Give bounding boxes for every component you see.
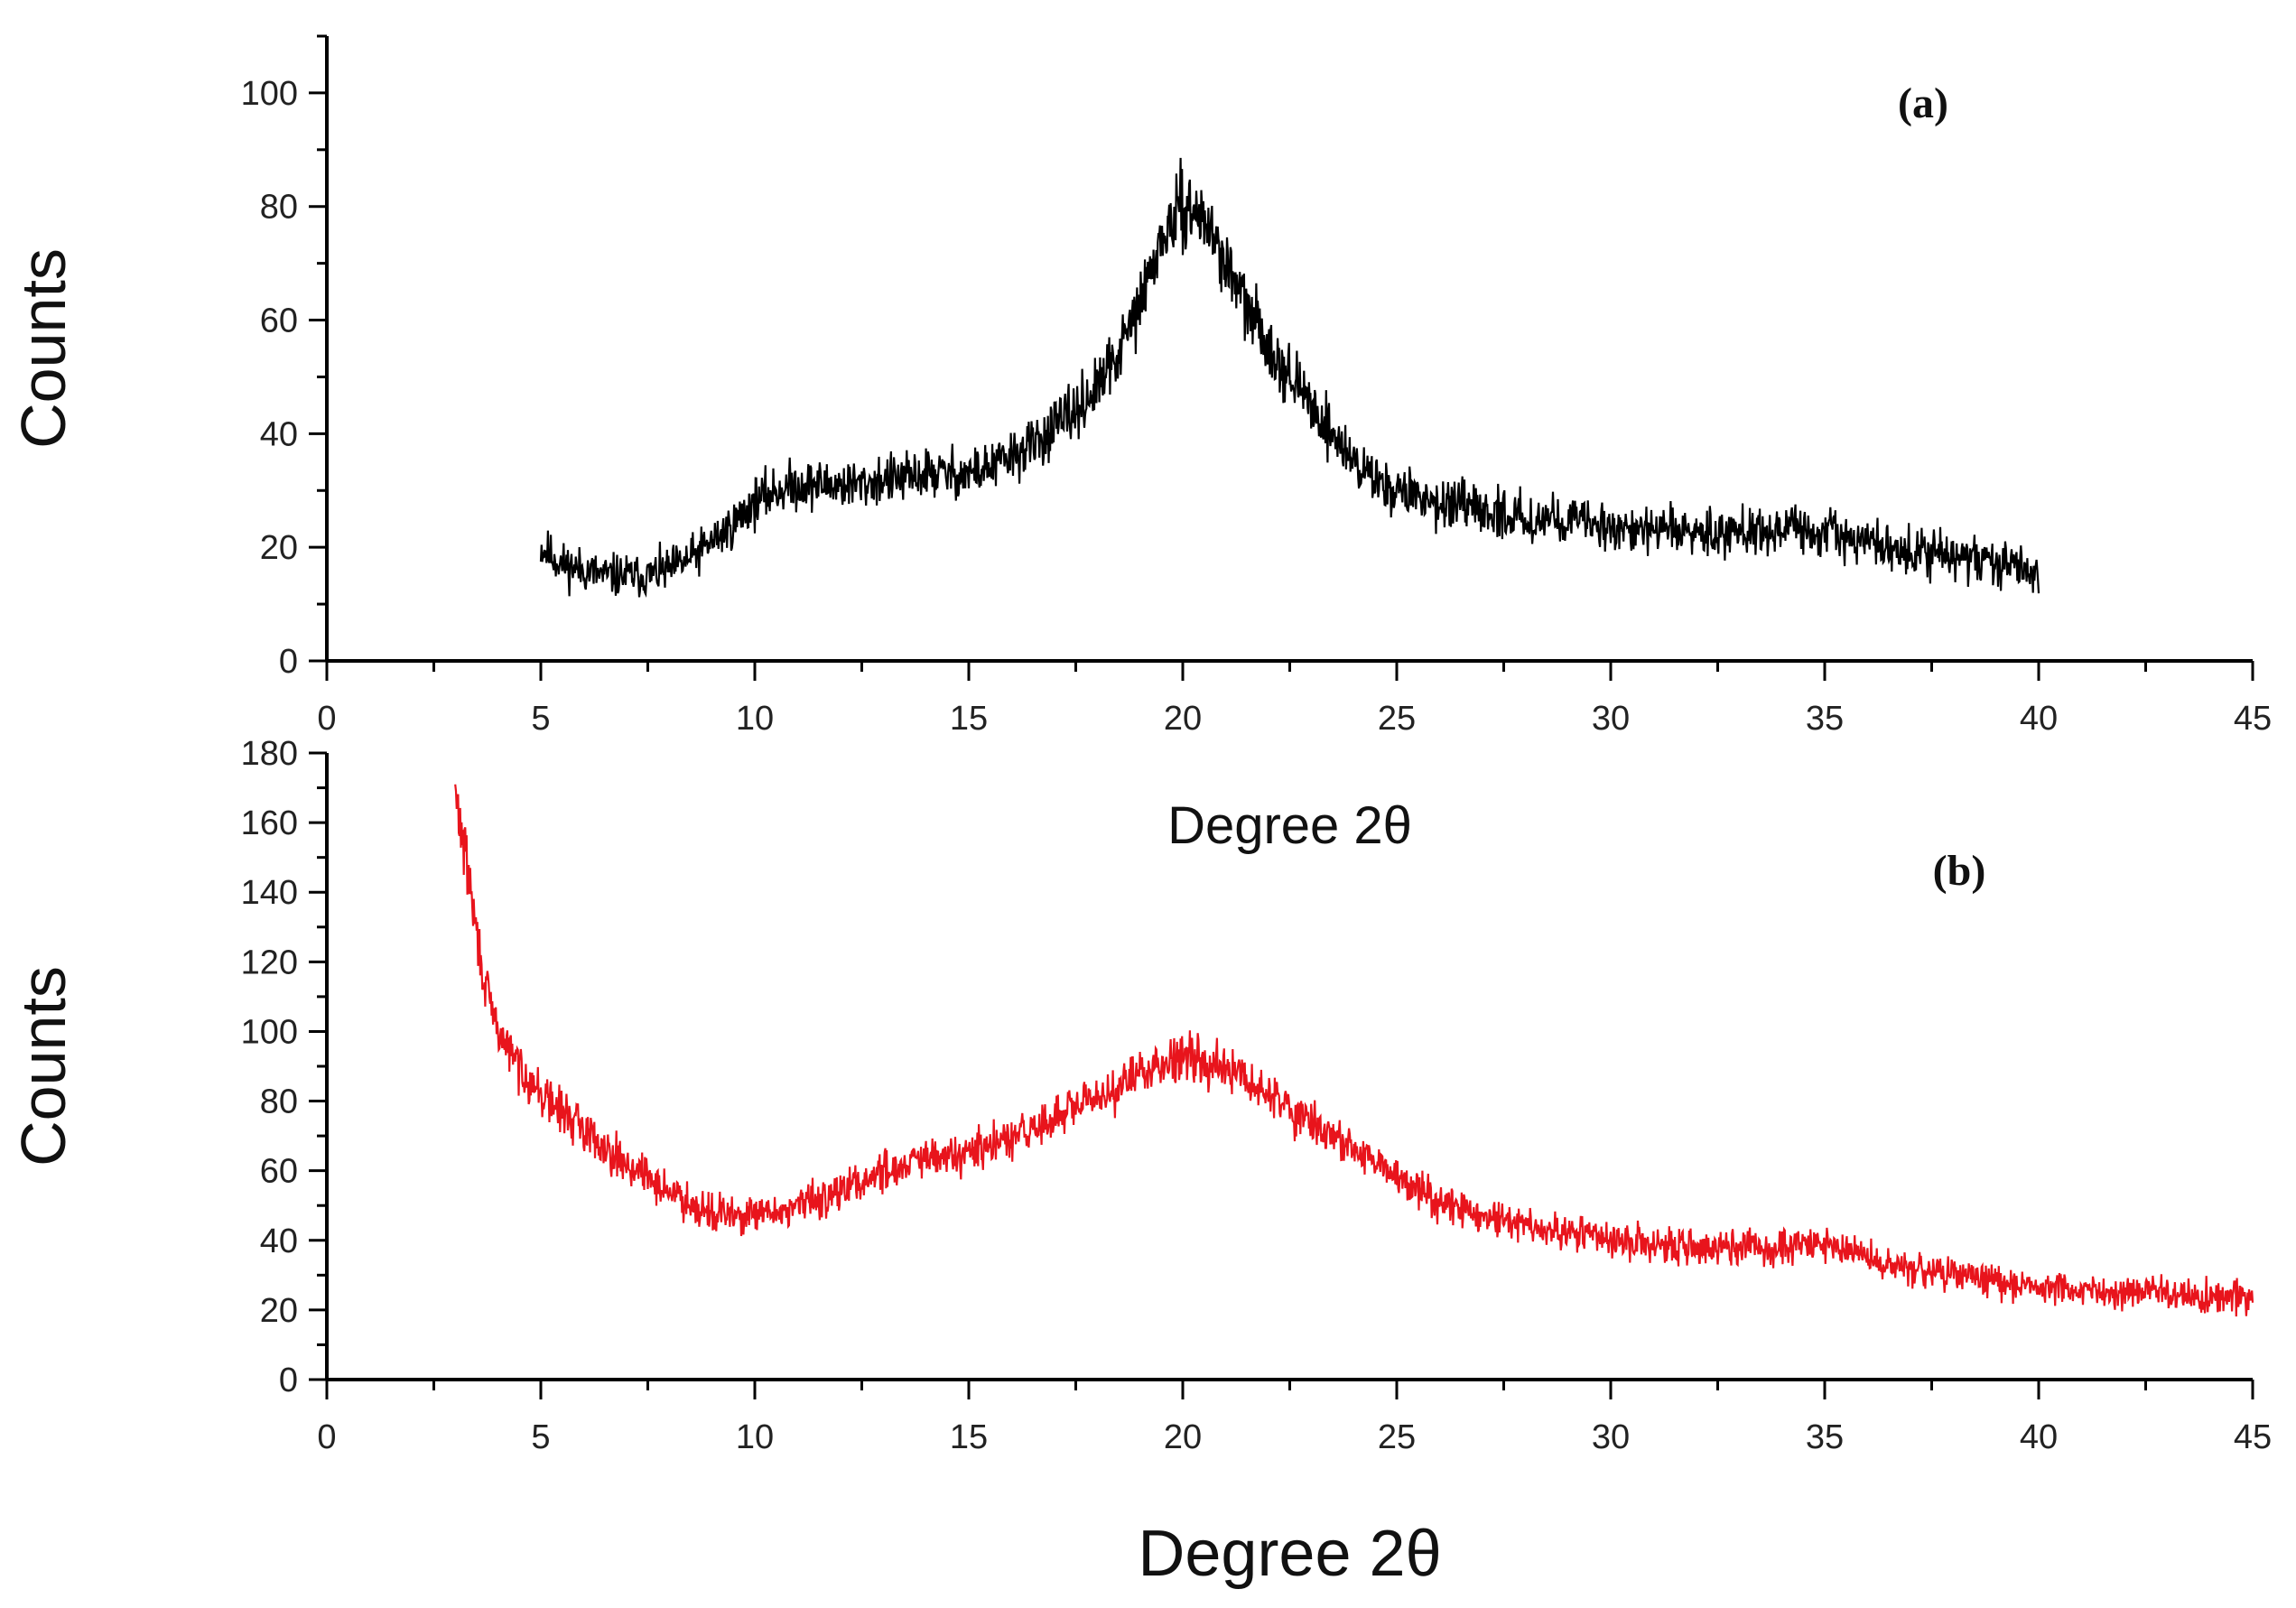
- panel-a-x-tick-label: 15: [950, 700, 988, 738]
- panel-b-y-tick-label: 140: [241, 874, 298, 912]
- panel-b-x-tick-label: 25: [1378, 1418, 1416, 1456]
- panel-b-plot: 0 5 10 15 20 25 30 35 40 45 0 20 40 60 80 100 120 140 160 1…: [8, 735, 2272, 1590]
- panel-b-x-tick-label: 30: [1592, 1418, 1630, 1456]
- panel-a-x-tick-label: 35: [1806, 700, 1844, 738]
- panel-b-y-tick-label: 20: [260, 1292, 298, 1330]
- panel-b-x-tick-label: 20: [1164, 1418, 1202, 1456]
- panel-a-y-tick-label: 0: [279, 643, 298, 681]
- panel-a-y-tick-label: 80: [260, 189, 298, 227]
- panel-a-y-tick-label: 100: [241, 75, 298, 113]
- panel-b-y-tick-label: 100: [241, 1013, 298, 1051]
- panel-b-x-tick-label: 0: [317, 1418, 336, 1456]
- panel-a-x-tick-label: 40: [2020, 700, 2058, 738]
- panel-a-y-axis-label: Counts: [8, 248, 79, 449]
- panel-b-series-line: [454, 784, 2254, 1317]
- panel-b-x-axis-label: Degree 2θ: [1138, 1518, 1441, 1590]
- panel-b-x-tick-label: 5: [531, 1418, 550, 1456]
- panel-b-y-tick-label: 120: [241, 943, 298, 981]
- panel-b-y-axis-label: Counts: [8, 966, 79, 1166]
- panel-a-x-axis-label: Degree 2θ: [1167, 796, 1412, 855]
- panel-a-x-tick-label: 0: [317, 700, 336, 738]
- panel-b-label: (b): [1933, 847, 1986, 895]
- panel-b-x-tick-label: 35: [1806, 1418, 1844, 1456]
- panel-a-y-tick-label: 20: [260, 529, 298, 567]
- panel-b-x-tick-label: 10: [736, 1418, 774, 1456]
- panel-a-label: (a): [1898, 79, 1948, 127]
- panel-a-x-tick-label: 30: [1592, 700, 1630, 738]
- panel-a-x-tick-label: 10: [736, 700, 774, 738]
- panel-b-y-tick-label: 160: [241, 804, 298, 842]
- panel-a-y-tick-label: 60: [260, 302, 298, 340]
- panel-a-series-line: [539, 157, 2040, 599]
- panel-a-y-tick-label: 40: [260, 415, 298, 453]
- panel-b-x-tick-label: 15: [950, 1418, 988, 1456]
- panel-a-plot: 0 5 10 15 20 25 30 35 40 45 0 20 40 60 80 100 Degree 2θ C…: [8, 34, 2272, 855]
- panel-a-x-tick-label: 5: [531, 700, 550, 738]
- panel-b-y-tick-label: 40: [260, 1222, 298, 1260]
- panel-a-x-tick-label: 25: [1378, 700, 1416, 738]
- panel-b-y-tick-label: 80: [260, 1083, 298, 1121]
- panel-b-x-tick-label: 45: [2234, 1418, 2272, 1456]
- panel-a-x-tick-label: 20: [1164, 700, 1202, 738]
- panel-b-y-tick-label: 180: [241, 735, 298, 773]
- panel-b-y-tick-label: 0: [279, 1362, 298, 1399]
- panel-b-y-tick-label: 60: [260, 1153, 298, 1191]
- panel-a-x-tick-label: 45: [2234, 700, 2272, 738]
- panel-b-x-tick-label: 40: [2020, 1418, 2058, 1456]
